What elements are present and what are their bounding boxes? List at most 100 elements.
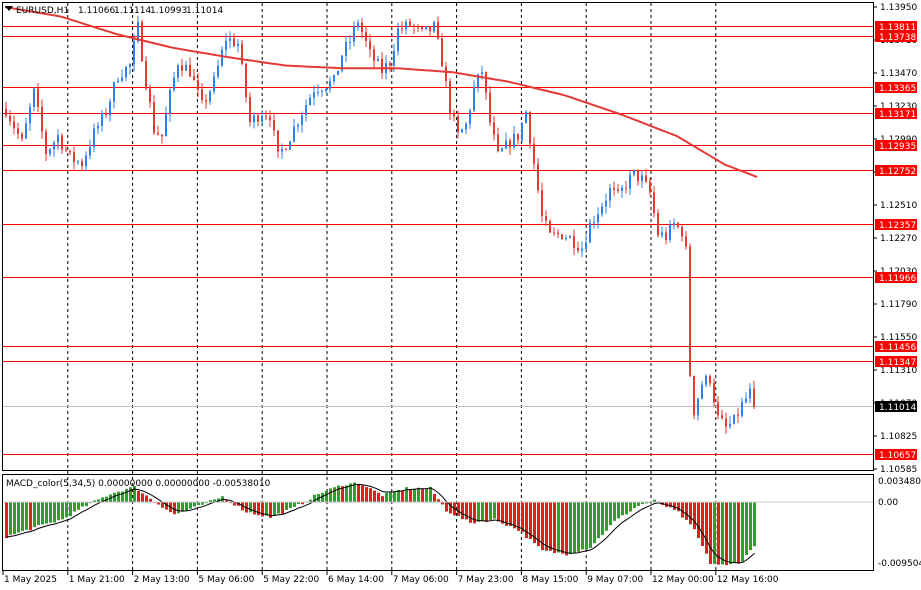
time-axis[interactable]: 1 May 2025 1 May 21:00 2 May 13:00 5 May 06… xyxy=(2,571,779,585)
macd-bar xyxy=(81,502,84,507)
candle-body xyxy=(17,128,19,134)
macd-bar xyxy=(553,502,556,553)
macd-bar xyxy=(409,489,412,503)
candle-body xyxy=(437,22,439,39)
macd-bar xyxy=(181,502,184,512)
symbol-menu-arrow-icon[interactable] xyxy=(5,6,13,11)
macd-bar xyxy=(285,502,288,511)
price-tick-label: 1.10825 xyxy=(880,432,917,442)
macd-bar xyxy=(669,502,672,508)
candle-body xyxy=(697,398,699,416)
price-tick-label: 1.13230 xyxy=(880,102,917,112)
macd-bar xyxy=(653,499,656,503)
candle-body xyxy=(521,123,523,141)
macd-bar xyxy=(689,502,692,525)
macd-bar xyxy=(705,502,708,554)
macd-bar xyxy=(33,502,36,528)
macd-bar xyxy=(673,502,676,510)
candle-body xyxy=(105,112,107,116)
macd-bar xyxy=(45,502,48,524)
macd-bar xyxy=(281,502,284,514)
macd-bar xyxy=(425,488,428,503)
macd-bar xyxy=(633,502,636,509)
candle-body xyxy=(253,115,255,123)
horizontal-levels xyxy=(3,26,873,455)
macd-bar xyxy=(497,502,500,522)
candle-body xyxy=(445,66,447,81)
candle-body xyxy=(577,247,579,251)
candle-body xyxy=(717,402,719,416)
candle-body xyxy=(581,248,583,251)
candle-body xyxy=(649,181,651,193)
macd-bar xyxy=(569,502,572,554)
candle-body xyxy=(57,135,59,143)
macd-bar xyxy=(293,502,296,507)
macd-bar xyxy=(617,502,620,519)
current-price-tag-bg xyxy=(875,401,917,412)
macd-bar xyxy=(405,487,408,503)
candle-body xyxy=(541,190,543,217)
candle-body xyxy=(537,163,539,191)
macd-bar xyxy=(433,493,436,503)
level-tag: 1.11347 xyxy=(879,358,916,368)
macd-bar xyxy=(217,498,220,503)
ohlc-close: 1.11014 xyxy=(186,6,223,16)
macd-bar xyxy=(685,502,688,520)
candle-body xyxy=(485,72,487,93)
candle-body xyxy=(201,89,203,101)
macd-bar xyxy=(389,491,392,503)
candle-body xyxy=(457,116,459,133)
macd-bar xyxy=(201,502,204,505)
ohlc-high: 1.11114 xyxy=(114,6,151,16)
macd-bar xyxy=(473,502,476,524)
price-tick-label: 1.12270 xyxy=(880,234,917,244)
macd-bar xyxy=(5,502,8,539)
macd-bar xyxy=(621,502,624,516)
time-tick-label: 7 May 23:00 xyxy=(458,575,514,585)
macd-bar xyxy=(585,502,588,550)
candle-body xyxy=(749,388,751,399)
main-chart-panel[interactable] xyxy=(2,2,874,471)
macd-bar xyxy=(677,502,680,512)
macd-bar xyxy=(625,502,628,515)
macd-bar xyxy=(733,502,736,564)
candle-body xyxy=(121,77,123,81)
macd-bar xyxy=(77,502,80,510)
moving-average-line xyxy=(4,6,758,178)
candle-body xyxy=(409,21,411,26)
candle-body xyxy=(5,108,7,116)
time-tick-label: 1 May 21:00 xyxy=(69,575,125,585)
candle-body xyxy=(413,25,415,27)
candle-body xyxy=(249,97,251,123)
macd-bar xyxy=(197,502,200,506)
candle-body xyxy=(365,32,367,42)
candle-body xyxy=(533,143,535,164)
candle-body xyxy=(97,125,99,129)
level-tag: 1.12752 xyxy=(879,167,916,177)
candle-body xyxy=(189,64,191,77)
symbol-label[interactable]: EURUSD,H1 xyxy=(16,6,69,16)
macd-bar xyxy=(589,502,592,548)
macd-bar xyxy=(269,502,272,518)
macd-bar xyxy=(49,502,52,523)
candle-body xyxy=(41,106,43,132)
candle-body xyxy=(217,65,219,77)
candle-body xyxy=(725,418,727,427)
candle-body xyxy=(345,42,347,56)
candle-body xyxy=(461,129,463,133)
time-tick-label: 5 May 22:00 xyxy=(263,575,319,585)
candle-body xyxy=(209,91,211,102)
candle-body xyxy=(453,114,455,117)
macd-bar xyxy=(97,499,100,503)
candle-body xyxy=(81,161,83,167)
macd-bar xyxy=(173,502,176,515)
indicator-panel[interactable] xyxy=(2,474,874,571)
macd-bar xyxy=(537,502,540,547)
macd-bar xyxy=(297,502,300,505)
candle-body xyxy=(585,242,587,249)
time-tick-label: 8 May 15:00 xyxy=(522,575,578,585)
level-tag: 1.13811 xyxy=(879,23,916,33)
candle-body xyxy=(21,133,23,139)
